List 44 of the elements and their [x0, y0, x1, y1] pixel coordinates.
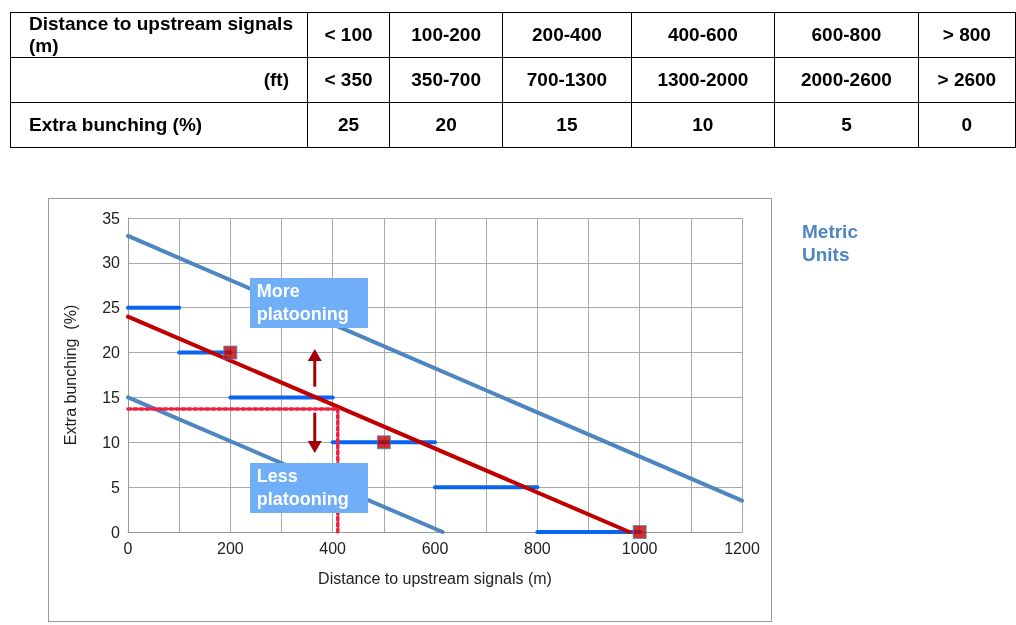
y-tick-label: 35 [102, 209, 121, 227]
text: Distance to upstream signals (m) [10, 12, 308, 58]
text: 20 [389, 102, 503, 148]
text: 1300-2000 [631, 57, 775, 103]
y-tick-label: 25 [102, 299, 121, 317]
x-axis-title: Distance to upstream signals (m) [318, 569, 552, 587]
x-tick-label: 800 [523, 539, 551, 557]
text: 15 [502, 102, 632, 148]
point [632, 525, 647, 539]
text: 200-400 [502, 12, 632, 58]
text: 400-600 [631, 12, 775, 58]
text: 350-700 [389, 57, 503, 103]
text: (ft) [10, 57, 308, 103]
y-axis-title: Extra bunching (%) [61, 304, 79, 446]
x-tick-label: 400 [319, 539, 347, 557]
text: 0 [918, 102, 1016, 148]
text: Extra bunching (%) [10, 102, 308, 148]
text: 25 [307, 102, 390, 148]
annotation: More platooning [249, 278, 368, 329]
text: 10 [631, 102, 775, 148]
text: < 350 [307, 57, 390, 103]
x-tick-label: 0 [123, 539, 133, 557]
y-tick-label: 10 [102, 433, 121, 451]
text: 600-800 [774, 12, 919, 58]
text: 100-200 [389, 12, 503, 58]
y-tick-label: 20 [102, 344, 121, 362]
x-tick-label: 600 [421, 539, 449, 557]
text: > 2600 [918, 57, 1016, 103]
text: 5 [774, 102, 919, 148]
y-tick-label: 15 [102, 388, 121, 406]
point [223, 345, 238, 360]
y-tick-label: 30 [102, 254, 121, 272]
text: 700-1300 [502, 57, 632, 103]
annotation: Less platooning [249, 462, 368, 513]
x-tick-label: 1200 [724, 539, 760, 557]
y-tick-label: 5 [111, 478, 121, 496]
y-tick-label: 0 [111, 523, 121, 541]
text: > 800 [918, 12, 1016, 58]
point [376, 435, 391, 450]
text: 2000-2600 [774, 57, 919, 103]
text: < 100 [307, 12, 390, 58]
x-tick-label: 1000 [621, 539, 658, 557]
text: Metric Units [802, 220, 859, 266]
x-tick-label: 200 [216, 539, 244, 557]
